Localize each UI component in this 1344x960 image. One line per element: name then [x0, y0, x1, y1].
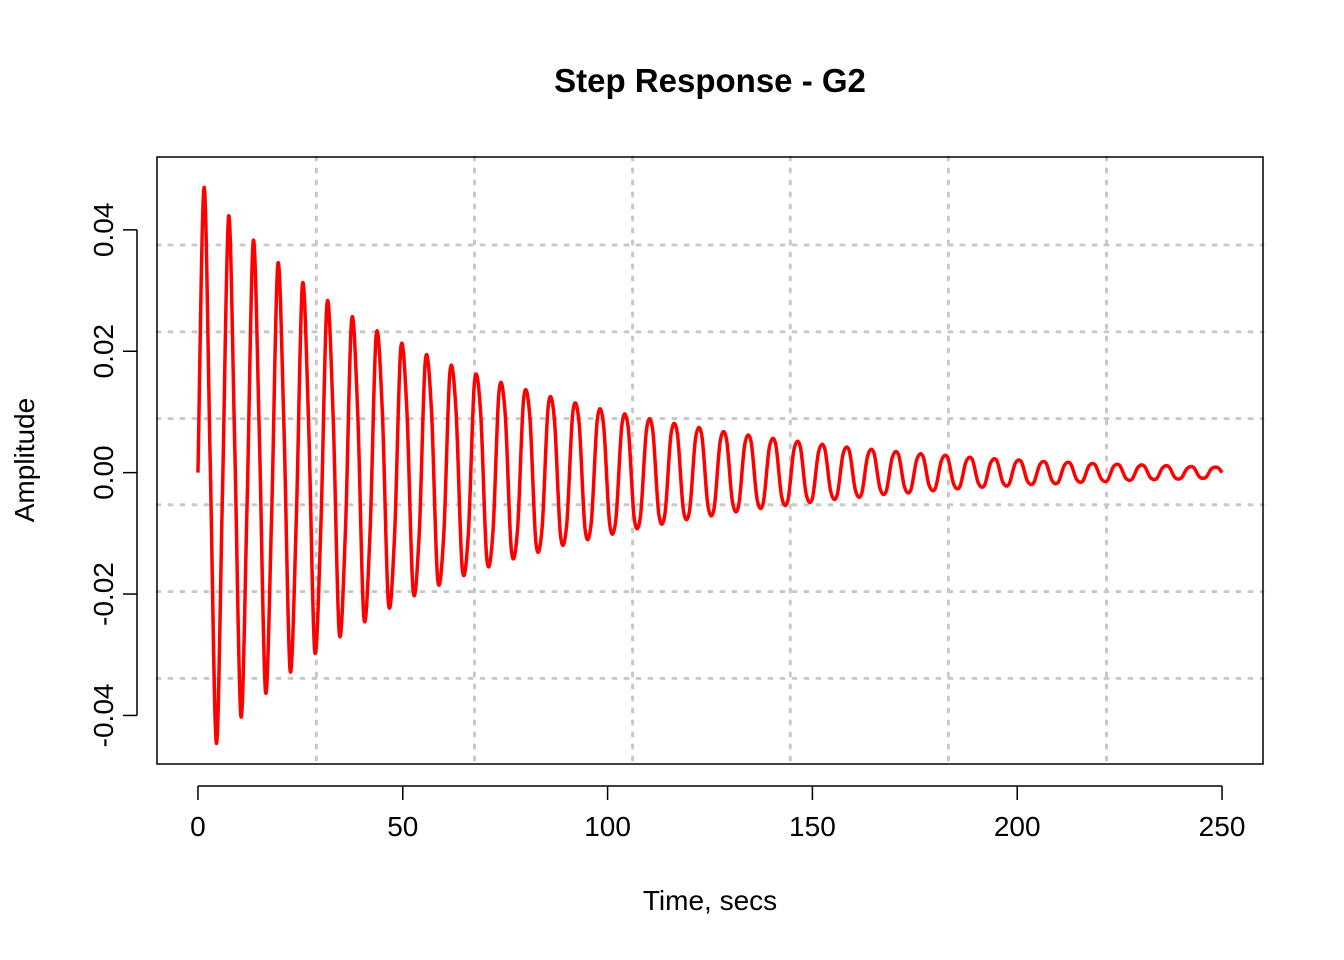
- x-tick-label: 0: [190, 811, 206, 842]
- x-tick-label: 50: [387, 811, 418, 842]
- series-layer: [196, 185, 1224, 746]
- y-tick-label: 0.02: [88, 324, 119, 379]
- y-tick-label: 0.04: [88, 203, 119, 258]
- x-tick-label: 200: [994, 811, 1041, 842]
- x-axis-label: Time, secs: [643, 885, 777, 916]
- y-tick-label: 0.00: [88, 445, 119, 500]
- step-response-line: [196, 185, 1224, 746]
- x-tick-label: 150: [789, 811, 836, 842]
- y-axis-label: Amplitude: [9, 398, 40, 523]
- y-tick-label: -0.04: [88, 684, 119, 748]
- x-tick-label: 250: [1199, 811, 1246, 842]
- x-axis: 0 50 100 150 200 250: [190, 785, 1246, 842]
- grid: [155, 155, 1265, 766]
- chart-title: Step Response - G2: [554, 62, 866, 99]
- y-axis: -0.04 -0.02 0.00 0.02 0.04: [88, 203, 138, 748]
- plot-area-frame: [156, 156, 1264, 765]
- y-tick-label: -0.02: [88, 562, 119, 626]
- x-tick-label: 100: [584, 811, 631, 842]
